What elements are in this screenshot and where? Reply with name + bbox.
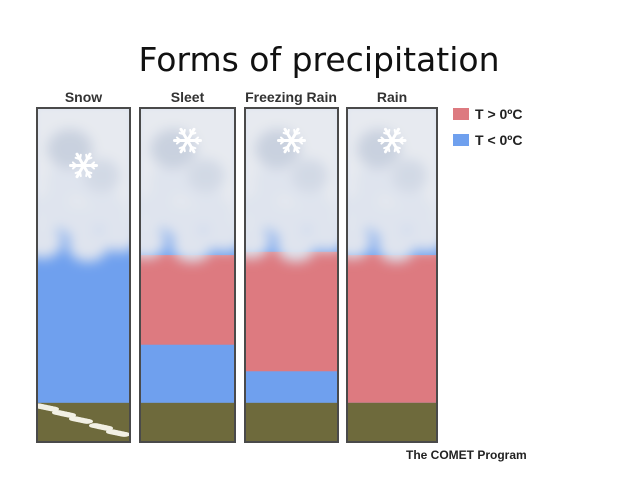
cloud xyxy=(38,109,129,262)
snow-on-ground xyxy=(38,403,129,437)
snowflake-icon xyxy=(377,127,407,154)
cloud xyxy=(246,109,337,262)
snowflake-icon xyxy=(173,127,202,154)
legend-label-cold: T < 0ºC xyxy=(475,132,523,148)
credit-text: The COMET Program xyxy=(406,448,527,462)
column-drawing xyxy=(38,109,129,441)
slide-title: Forms of precipitation xyxy=(138,40,500,79)
column-drawing xyxy=(348,109,436,441)
column-drawing xyxy=(141,109,234,441)
warm-layer xyxy=(348,255,436,403)
legend-swatch-warm xyxy=(453,108,469,120)
legend-swatch-cold xyxy=(453,134,469,146)
column-snow xyxy=(36,107,131,443)
column-label-sleet: Sleet xyxy=(170,89,205,105)
column-label-rain: Rain xyxy=(376,89,408,105)
column-rain xyxy=(346,107,438,443)
legend-label-warm: T > 0ºC xyxy=(475,106,523,122)
column-label-snow: Snow xyxy=(64,89,103,105)
warm-layer xyxy=(141,255,234,345)
snowflake-icon xyxy=(277,127,306,154)
column-label-freezing-rain: Freezing Rain xyxy=(245,89,337,105)
column-freezing-rain xyxy=(244,107,339,443)
cloud xyxy=(141,109,234,262)
warm-layer xyxy=(246,251,337,372)
ground xyxy=(141,402,234,441)
snowflake-icon xyxy=(69,152,98,179)
ground xyxy=(246,402,337,441)
ground xyxy=(348,402,436,441)
column-sleet xyxy=(139,107,236,443)
column-drawing xyxy=(246,109,337,441)
cloud xyxy=(348,109,436,262)
